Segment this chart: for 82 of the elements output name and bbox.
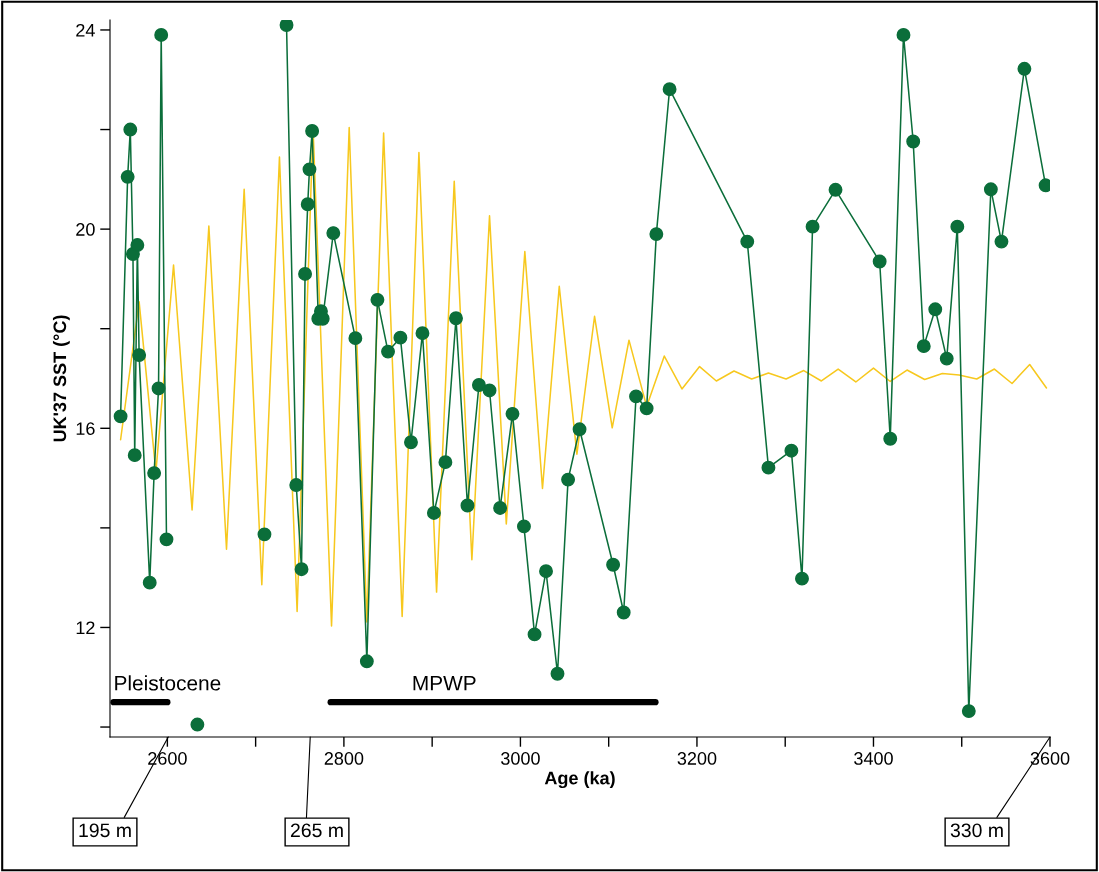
x-tick-label: 3400 bbox=[854, 752, 893, 765]
point bbox=[872, 254, 887, 269]
point bbox=[120, 169, 135, 184]
point bbox=[961, 704, 976, 719]
point bbox=[449, 311, 463, 326]
point bbox=[154, 27, 169, 42]
series-label: MPWP bbox=[413, 676, 476, 691]
point bbox=[359, 654, 374, 669]
point bbox=[426, 505, 441, 520]
point bbox=[298, 266, 313, 281]
x-tick-label: 3000 bbox=[501, 752, 540, 765]
point bbox=[784, 443, 799, 458]
x-axis-title: Age (ka) bbox=[544, 771, 615, 789]
x-tick-label: 3200 bbox=[677, 752, 717, 765]
y-tick-label: 24 bbox=[76, 23, 95, 37]
text: 330 m bbox=[950, 823, 1003, 838]
point bbox=[950, 219, 965, 234]
point bbox=[305, 124, 320, 138]
point bbox=[505, 406, 520, 421]
point bbox=[370, 292, 385, 307]
point bbox=[460, 498, 475, 513]
y-tick-label: 16 bbox=[76, 422, 95, 436]
point bbox=[123, 122, 138, 137]
point bbox=[326, 226, 341, 241]
point bbox=[302, 162, 317, 177]
point bbox=[983, 182, 998, 197]
point bbox=[639, 401, 654, 416]
point bbox=[113, 409, 128, 424]
point bbox=[572, 422, 587, 437]
y-tick-label: 20 bbox=[76, 223, 95, 236]
point bbox=[294, 562, 309, 577]
point bbox=[348, 331, 363, 346]
point bbox=[740, 234, 755, 249]
text: 195 m bbox=[79, 823, 131, 838]
point bbox=[805, 219, 820, 234]
point bbox=[1017, 61, 1032, 76]
point bbox=[393, 330, 408, 345]
point bbox=[257, 527, 272, 542]
point bbox=[142, 575, 157, 590]
point bbox=[539, 564, 553, 579]
point bbox=[151, 381, 166, 396]
point bbox=[649, 227, 664, 242]
point bbox=[147, 466, 162, 481]
y-axis-title: UK'37 SST (°C) bbox=[52, 315, 70, 442]
point bbox=[279, 20, 294, 32]
point bbox=[289, 478, 304, 492]
point bbox=[994, 234, 1009, 249]
point bbox=[939, 351, 954, 366]
series-label: Pleistocene bbox=[115, 675, 221, 691]
point bbox=[190, 717, 205, 732]
point bbox=[616, 605, 631, 620]
point bbox=[527, 627, 542, 642]
x-tick-label: 2800 bbox=[324, 752, 364, 765]
point bbox=[896, 27, 911, 42]
point bbox=[493, 501, 508, 515]
point bbox=[561, 472, 576, 487]
point bbox=[127, 448, 142, 463]
point bbox=[906, 134, 921, 149]
point bbox=[928, 302, 943, 317]
point bbox=[606, 557, 621, 572]
point bbox=[471, 378, 486, 392]
point bbox=[916, 339, 931, 354]
point bbox=[828, 182, 843, 197]
point bbox=[130, 238, 145, 253]
line-series bbox=[119, 126, 1048, 627]
point bbox=[415, 326, 430, 341]
y-tick-label: 12 bbox=[76, 621, 95, 634]
point bbox=[629, 389, 643, 404]
point bbox=[517, 519, 531, 534]
point bbox=[132, 348, 147, 363]
point bbox=[883, 431, 898, 446]
point bbox=[761, 460, 776, 475]
point bbox=[300, 197, 315, 212]
point bbox=[159, 532, 174, 547]
point bbox=[795, 571, 809, 586]
point bbox=[404, 435, 418, 450]
point bbox=[438, 455, 453, 470]
point bbox=[482, 383, 497, 398]
point bbox=[381, 344, 395, 359]
point bbox=[550, 666, 565, 681]
point bbox=[662, 82, 677, 97]
text: 265 m bbox=[290, 823, 343, 838]
